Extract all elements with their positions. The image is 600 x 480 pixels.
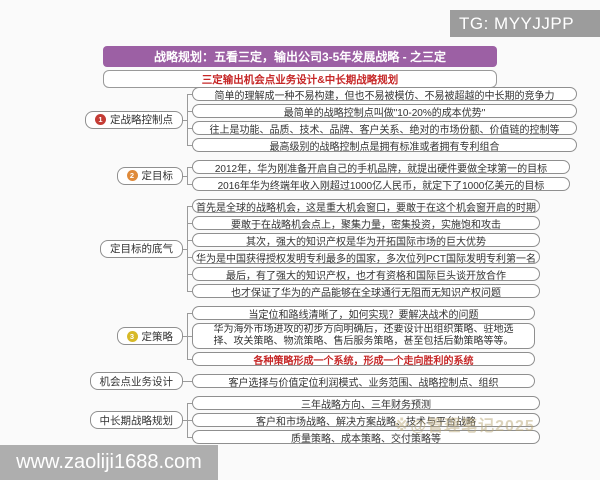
- watermark-stamp: ※@管理笔记2025: [394, 418, 535, 435]
- page-subtitle: 三定输出机会点业务设计&中长期战略规划: [103, 70, 497, 88]
- branch-label: 中长期战略规划: [89, 411, 183, 429]
- node-box: 简单的理解成一种不易构建，但也不易被模仿、不易被超越的中长期的竞争力: [192, 87, 577, 101]
- node-box: 华为是中国获得授权发明专利最多的国家，多次位列PCT国际发明专利第一名: [192, 250, 540, 264]
- connector-line: [187, 111, 192, 112]
- node-box: 三年战略方向、三年财务预测: [192, 396, 540, 410]
- node-box: 往上是功能、品质、技术、品牌、客户关系、绝对的市场份额、价值链的控制等: [192, 121, 577, 135]
- branch-label: 2 定目标: [116, 166, 183, 185]
- connector-line: [187, 206, 192, 207]
- connector-line: [183, 119, 187, 121]
- branch-label-text: 定策略: [141, 330, 174, 343]
- node-box: 华为海外市场进攻的初步方向明确后，还要设计出组织策略、驻地选择、攻关策略、物流策…: [192, 323, 535, 349]
- connector-line: [187, 94, 188, 145]
- node-box: 也才保证了华为的产品能够在全球通行无阻而无知识产权问题: [192, 284, 540, 298]
- connector-line: [183, 420, 187, 421]
- connector-line: [187, 403, 192, 404]
- branch-label-text: 定目标: [141, 170, 174, 182]
- watermark-bottom-left: www.zaoliji1688.com: [0, 445, 218, 480]
- node-box: 当定位和路线清晰了，如何实现？要解决战术的问题: [192, 306, 535, 320]
- connector-line: [187, 184, 192, 185]
- connector-line: [183, 175, 187, 177]
- connector-line: [187, 313, 192, 314]
- node-box: 最高级别的战略控制点是拥有标准或者拥有专利组合: [192, 138, 577, 152]
- node-box: 客户选择与价值定位利润模式、业务范围、战略控制点、组织: [192, 374, 535, 388]
- connector-line: [187, 128, 192, 129]
- node-box: 2012年，华为刚准备开启自己的手机品牌，就提出硬件要做全球第一的目标: [192, 160, 570, 174]
- node-box: 要敢于在战略机会点上，聚集力量，密集投资，实施饱和攻击: [192, 216, 540, 230]
- connector-line: [187, 291, 192, 292]
- connector-line: [187, 94, 192, 95]
- connector-line: [187, 206, 188, 291]
- branch-label: 1 定战略控制点: [85, 110, 183, 129]
- connector-line: [187, 167, 188, 184]
- node-box: 各种策略形成一个系统，形成一个走向胜利的系统: [192, 352, 535, 366]
- branch-label-text: 中长期战略规划: [99, 414, 174, 427]
- branch-label: 机会点业务设计: [89, 372, 183, 390]
- branch-label-text: 定战略控制点: [110, 114, 173, 126]
- watermark-top-right: TG: MYYJJPP: [450, 10, 600, 37]
- branch-number-badge: 2: [126, 170, 138, 181]
- node-box: 2016年华为终端年收入刚超过1000亿人民币，就定下了1000亿美元的目标: [192, 177, 570, 191]
- node-box: 最后，有了强大的知识产权，也才有资格和国际巨头谈开放合作: [192, 267, 540, 281]
- connector-line: [187, 274, 192, 275]
- branch-label: 定目标的底气: [100, 239, 183, 258]
- connector-line: [187, 167, 192, 168]
- branch-label: 3 定策略: [116, 327, 183, 345]
- connector-line: [187, 223, 192, 224]
- connector-line: [183, 381, 187, 382]
- node-box: 质量策略、成本策略、交付策略等: [192, 430, 540, 444]
- node-box: 最简单的战略控制点叫做"10-20%的成本优势": [192, 104, 577, 118]
- node-box: 首先是全球的战略机会，这是重大机会窗口，要敢于在这个机会窗开启的时期: [192, 199, 540, 213]
- connector-line: [187, 145, 192, 146]
- connector-line: [187, 420, 192, 421]
- connector-line: [187, 257, 192, 258]
- connector-line: [183, 336, 187, 337]
- branch-number-badge: 1: [95, 114, 106, 125]
- node-box: 客户和市场战略、解决方案战略、技术与平台战略: [192, 413, 540, 427]
- branch-label-text: 定目标的底气: [110, 243, 173, 255]
- connector-line: [187, 437, 192, 438]
- connector-line: [187, 359, 192, 360]
- node-box: 其次，强大的知识产权是华为开拓国际市场的巨大优势: [192, 233, 540, 247]
- connector-line: [187, 336, 192, 337]
- page-title: 战略规划：五看三定，输出公司3-5年发展战略 - 之三定: [103, 46, 497, 67]
- branch-label-text: 机会点业务设计: [99, 375, 174, 388]
- connector-line: [187, 381, 192, 382]
- branch-number-badge: 3: [126, 330, 138, 342]
- connector-line: [183, 248, 187, 250]
- connector-line: [187, 240, 192, 241]
